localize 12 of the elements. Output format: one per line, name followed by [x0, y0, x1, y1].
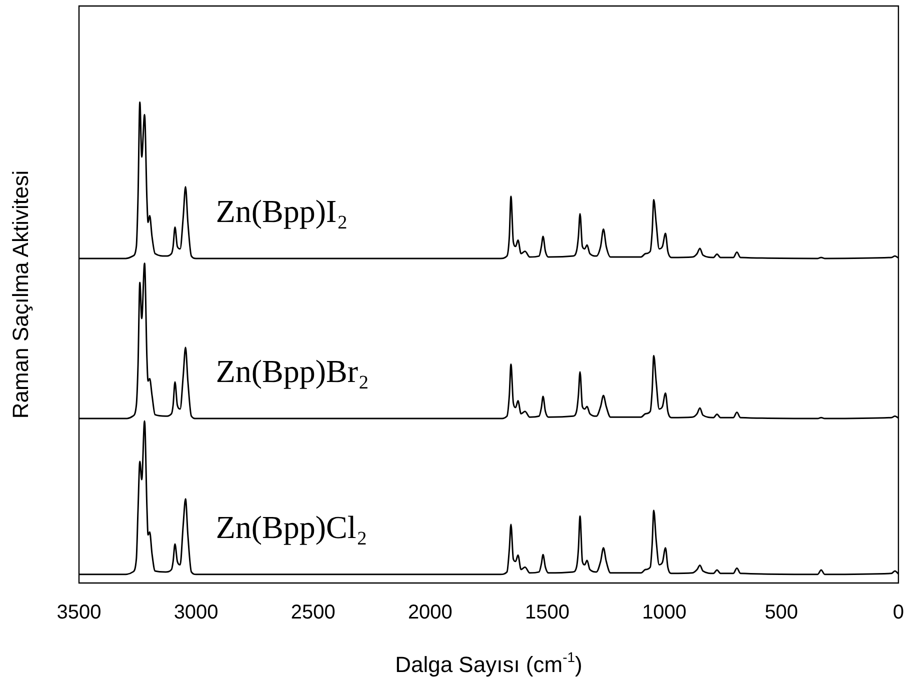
x-tick-label: 1500: [525, 602, 570, 624]
x-tick-label: 2500: [290, 602, 336, 624]
x-tick-label: 500: [764, 602, 798, 624]
x-tick-label: 3000: [174, 602, 218, 624]
x-tick-label: 0: [892, 602, 904, 624]
series-label: Zn(Bpp)Br₂: [216, 353, 370, 390]
series-label: Zn(Bpp)Cl₂: [216, 508, 368, 545]
x-tick-label: 1000: [642, 602, 687, 624]
x-tick-label: 2000: [408, 602, 452, 624]
series-label: Zn(Bpp)I₂: [216, 192, 348, 229]
y-axis-title: Raman Saçılma Aktivitesi: [8, 170, 34, 419]
x-tick-label: 3500: [56, 602, 102, 624]
